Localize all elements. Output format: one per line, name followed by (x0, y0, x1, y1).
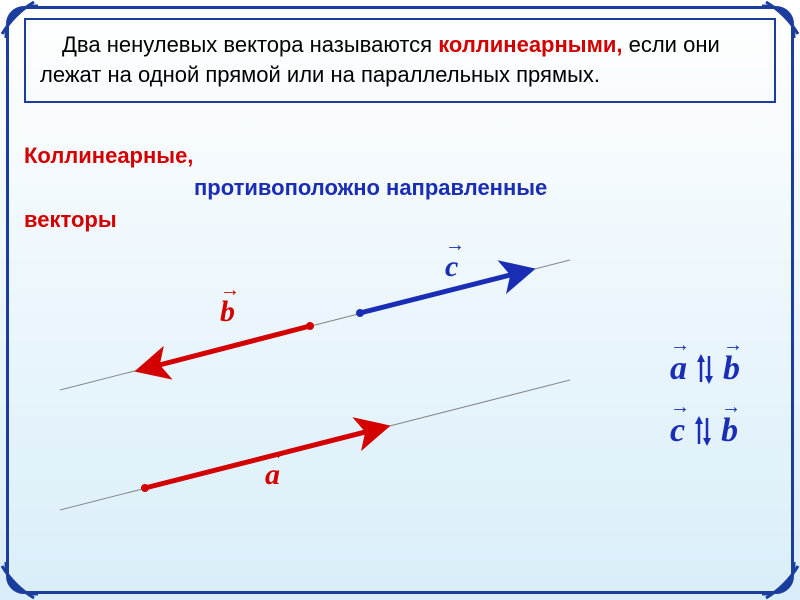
antiparallel-icon (693, 414, 713, 448)
vector-b (140, 326, 310, 370)
definition-box: Два ненулевых вектора называются коллине… (24, 18, 776, 103)
relation-row: c b (670, 412, 740, 450)
relation-vector: b (723, 350, 740, 388)
vector-a-origin (141, 484, 149, 492)
subtitle-block: Коллинеарные, противоположно направленны… (24, 140, 776, 236)
relation-vector: b (721, 412, 738, 450)
antiparallel-icon (695, 352, 715, 386)
relation-vector: a (670, 350, 687, 388)
relations-block: a b c b (670, 350, 740, 474)
subtitle-line1: Коллинеарные, (24, 140, 776, 172)
definition-pre: Два ненулевых вектора называются (62, 32, 438, 57)
label-c: c (445, 250, 458, 284)
subtitle-line2: противоположно направленные (194, 172, 776, 204)
definition-highlight: коллинеарными, (438, 32, 622, 57)
relation-row: a b (670, 350, 740, 388)
relation-vector: c (670, 412, 685, 450)
label-a: a (265, 458, 280, 492)
vector-b-origin (306, 322, 314, 330)
vector-c-origin (356, 309, 364, 317)
label-b: b (220, 295, 235, 329)
